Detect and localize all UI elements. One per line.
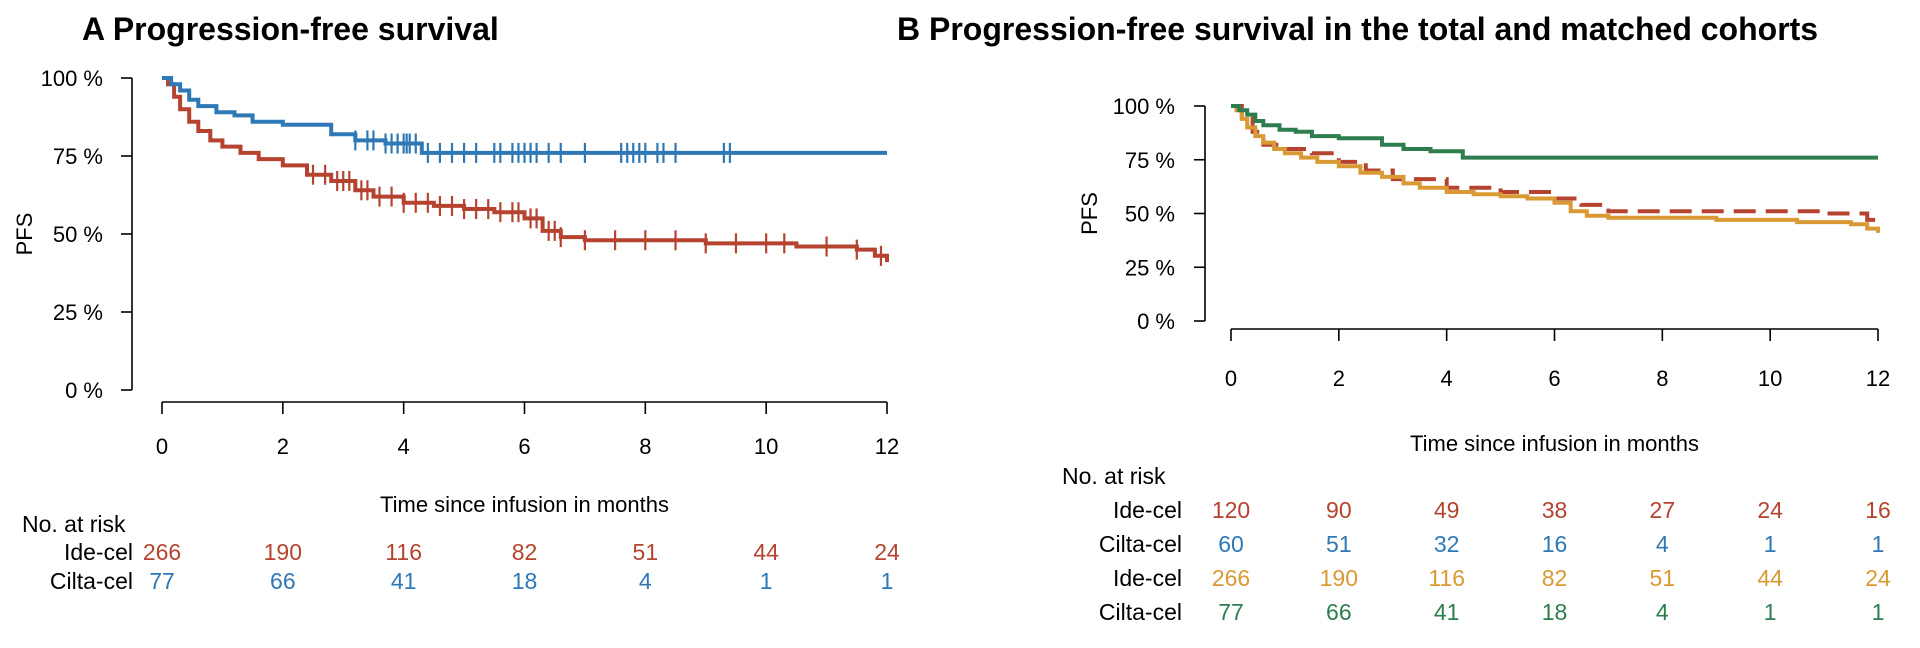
- x-tick-label: 12: [875, 434, 899, 459]
- risk-count: 66: [270, 568, 296, 594]
- risk-count: 51: [1326, 531, 1352, 557]
- risk-count: 38: [1542, 497, 1568, 523]
- risk-row-label: Ide-cel: [64, 539, 133, 565]
- x-axis-label: Time since infusion in months: [380, 492, 669, 517]
- risk-table-header: No. at risk: [22, 511, 126, 537]
- risk-table-header: No. at risk: [1062, 463, 1166, 489]
- x-tick-label: 0: [156, 434, 168, 459]
- risk-count: 1: [1872, 599, 1885, 625]
- risk-count: 51: [1650, 565, 1676, 591]
- x-tick-label: 0: [1225, 366, 1237, 391]
- risk-count: 44: [1757, 565, 1783, 591]
- risk-count: 82: [1542, 565, 1568, 591]
- x-tick-label: 8: [1656, 366, 1668, 391]
- risk-row-label: Cilta-cel: [50, 568, 133, 594]
- y-axis-label: PFS: [12, 213, 37, 256]
- risk-count: 120: [1212, 497, 1250, 523]
- x-tick-label: 8: [639, 434, 651, 459]
- x-tick-label: 4: [398, 434, 410, 459]
- risk-count: 82: [512, 539, 538, 565]
- x-tick-label: 2: [1333, 366, 1345, 391]
- risk-count: 190: [1320, 565, 1358, 591]
- y-tick-label: 0 %: [1137, 309, 1175, 334]
- x-tick-label: 6: [518, 434, 530, 459]
- risk-count: 41: [1434, 599, 1460, 625]
- x-tick-label: 6: [1548, 366, 1560, 391]
- risk-count: 190: [264, 539, 302, 565]
- x-tick-label: 10: [754, 434, 778, 459]
- risk-row-label: Cilta-cel: [1099, 599, 1182, 625]
- y-tick-label: 50 %: [53, 222, 103, 247]
- x-tick-label: 12: [1866, 366, 1890, 391]
- survival-curve-3: [1231, 104, 1878, 160]
- risk-count: 116: [385, 539, 422, 565]
- y-tick-label: 0 %: [65, 378, 103, 403]
- risk-count: 1: [1764, 599, 1777, 625]
- risk-count: 77: [149, 568, 175, 594]
- risk-count: 18: [512, 568, 538, 594]
- risk-row-label: Ide-cel: [1113, 565, 1182, 591]
- risk-count: 60: [1218, 531, 1244, 557]
- risk-count: 44: [753, 539, 779, 565]
- survival-curve-1: [162, 76, 889, 263]
- risk-count: 24: [874, 539, 900, 565]
- risk-count: 32: [1434, 531, 1460, 557]
- risk-count: 4: [639, 568, 652, 594]
- risk-count: 24: [1757, 497, 1783, 523]
- y-axis-label: PFS: [1077, 192, 1102, 235]
- x-axis-label: Time since infusion in months: [1410, 431, 1699, 456]
- y-tick-label: 100 %: [1113, 94, 1175, 119]
- panel-b-title: B Progression-free survival in the total…: [897, 11, 1818, 47]
- risk-count: 4: [1656, 531, 1669, 557]
- risk-count: 90: [1326, 497, 1352, 523]
- panel-a: A Progression-free survival 0 % 25 % 50 % 7…: [12, 11, 900, 594]
- risk-row-label: Cilta-cel: [1099, 531, 1182, 557]
- risk-count: 27: [1650, 497, 1676, 523]
- risk-count: 266: [143, 539, 181, 565]
- risk-count: 1: [1764, 531, 1777, 557]
- survival-curve-2: [1231, 104, 1880, 233]
- risk-count: 1: [881, 568, 894, 594]
- risk-count: 16: [1865, 497, 1891, 523]
- risk-count: 77: [1218, 599, 1244, 625]
- x-tick-label: 10: [1758, 366, 1782, 391]
- risk-count: 66: [1326, 599, 1352, 625]
- y-tick-label: 25 %: [1125, 255, 1175, 280]
- risk-count: 1: [1872, 531, 1885, 557]
- y-tick-label: 100 %: [41, 66, 103, 91]
- risk-row-label: Ide-cel: [1113, 497, 1182, 523]
- panel-b: B Progression-free survival in the total…: [897, 11, 1891, 625]
- risk-count: 1: [760, 568, 773, 594]
- risk-count: 51: [633, 539, 659, 565]
- x-tick-label: 4: [1441, 366, 1453, 391]
- risk-count: 49: [1434, 497, 1460, 523]
- risk-count: 266: [1212, 565, 1250, 591]
- survival-curve-2: [162, 76, 887, 155]
- y-tick-label: 75 %: [53, 144, 103, 169]
- y-tick-label: 75 %: [1125, 148, 1175, 173]
- y-tick-label: 50 %: [1125, 202, 1175, 227]
- risk-count: 116: [1428, 565, 1465, 591]
- y-tick-label: 25 %: [53, 300, 103, 325]
- risk-count: 16: [1542, 531, 1568, 557]
- risk-count: 41: [391, 568, 417, 594]
- risk-count: 4: [1656, 599, 1669, 625]
- risk-count: 18: [1542, 599, 1568, 625]
- risk-count: 24: [1865, 565, 1891, 591]
- x-tick-label: 2: [277, 434, 289, 459]
- panel-a-title: A Progression-free survival: [82, 11, 499, 47]
